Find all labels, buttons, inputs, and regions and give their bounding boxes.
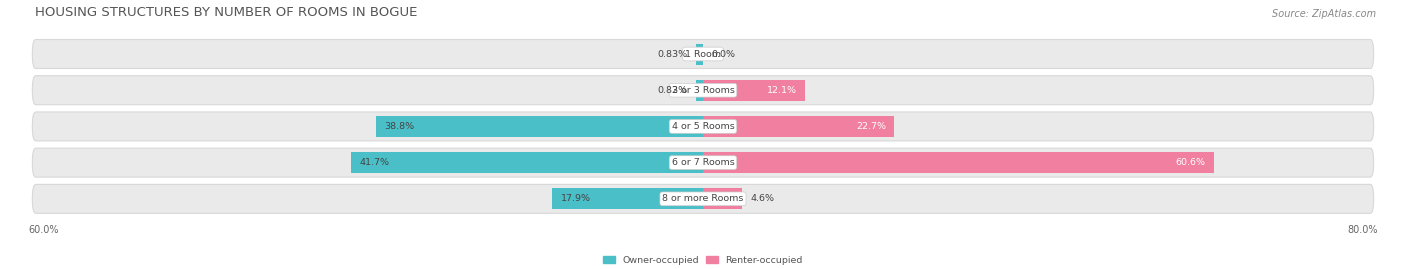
Text: 0.83%: 0.83% — [658, 86, 688, 95]
Text: 80.0%: 80.0% — [1347, 225, 1378, 235]
Bar — [696, 44, 703, 65]
FancyBboxPatch shape — [32, 112, 1374, 141]
Bar — [703, 116, 894, 137]
Text: 60.0%: 60.0% — [28, 225, 59, 235]
Text: 41.7%: 41.7% — [360, 158, 389, 167]
Legend: Owner-occupied, Renter-occupied: Owner-occupied, Renter-occupied — [599, 252, 807, 268]
Bar — [553, 188, 703, 209]
Bar — [375, 116, 703, 137]
Text: 4.6%: 4.6% — [751, 194, 775, 203]
FancyBboxPatch shape — [32, 76, 1374, 105]
Text: 38.8%: 38.8% — [384, 122, 415, 131]
FancyBboxPatch shape — [32, 184, 1374, 213]
Text: 4 or 5 Rooms: 4 or 5 Rooms — [672, 122, 734, 131]
Text: 0.0%: 0.0% — [711, 49, 735, 58]
Bar — [696, 80, 703, 101]
Text: 22.7%: 22.7% — [856, 122, 886, 131]
Text: HOUSING STRUCTURES BY NUMBER OF ROOMS IN BOGUE: HOUSING STRUCTURES BY NUMBER OF ROOMS IN… — [35, 6, 418, 19]
Text: 60.6%: 60.6% — [1175, 158, 1206, 167]
Text: 12.1%: 12.1% — [766, 86, 797, 95]
FancyBboxPatch shape — [32, 40, 1374, 69]
Text: Source: ZipAtlas.com: Source: ZipAtlas.com — [1272, 9, 1376, 19]
Bar — [352, 152, 703, 173]
Text: 6 or 7 Rooms: 6 or 7 Rooms — [672, 158, 734, 167]
FancyBboxPatch shape — [32, 148, 1374, 177]
Text: 17.9%: 17.9% — [561, 194, 591, 203]
Text: 0.83%: 0.83% — [658, 49, 688, 58]
Bar — [703, 152, 1215, 173]
Text: 1 Room: 1 Room — [685, 49, 721, 58]
Text: 8 or more Rooms: 8 or more Rooms — [662, 194, 744, 203]
Text: 2 or 3 Rooms: 2 or 3 Rooms — [672, 86, 734, 95]
Bar — [703, 80, 806, 101]
Bar — [703, 188, 742, 209]
